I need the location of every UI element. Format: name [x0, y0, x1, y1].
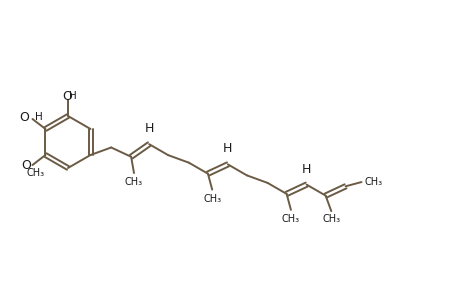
Text: H: H: [144, 122, 153, 135]
Text: CH₃: CH₃: [321, 214, 340, 224]
Text: CH₃: CH₃: [364, 177, 382, 187]
Text: O: O: [22, 158, 31, 172]
Text: H: H: [69, 91, 77, 101]
Text: H: H: [35, 112, 43, 122]
Text: H: H: [223, 142, 232, 155]
Text: O: O: [20, 110, 29, 124]
Text: CH₃: CH₃: [281, 214, 299, 224]
Text: CH₃: CH₃: [125, 177, 143, 187]
Text: CH₃: CH₃: [203, 194, 221, 204]
Text: O: O: [62, 89, 72, 103]
Text: H: H: [301, 163, 311, 176]
Text: CH₃: CH₃: [26, 168, 45, 178]
